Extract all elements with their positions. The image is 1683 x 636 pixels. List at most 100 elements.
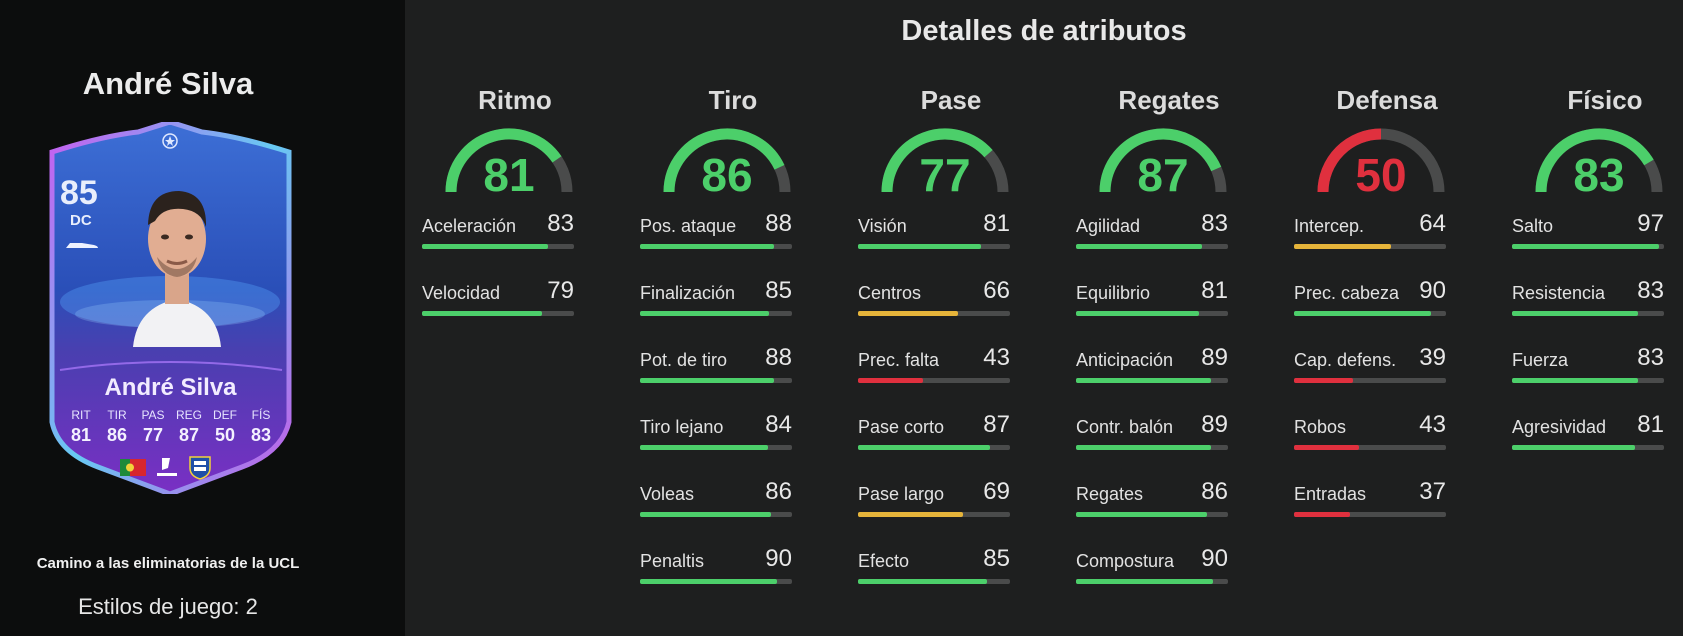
attribute-bar-fill xyxy=(1076,445,1212,450)
attribute-row[interactable]: Anticipación 89 xyxy=(1076,338,1228,405)
attribute-row[interactable]: Agresividad 81 xyxy=(1512,405,1664,472)
attribute-value: 86 xyxy=(1201,478,1228,505)
attribute-name: Intercep. xyxy=(1294,216,1365,236)
attribute-row[interactable]: Pase corto 87 xyxy=(858,405,1010,472)
attribute-value: 37 xyxy=(1419,478,1446,505)
attribute-row[interactable]: Prec. falta 43 xyxy=(858,338,1010,405)
attribute-name: Robos xyxy=(1294,417,1347,437)
attribute-value: 88 xyxy=(765,344,792,371)
attribute-bar xyxy=(858,579,1010,584)
attribute-row[interactable]: Voleas 86 xyxy=(640,472,792,539)
attribute-name: Finalización xyxy=(640,283,736,303)
attribute-bar-fill xyxy=(1294,378,1354,383)
attribute-bar xyxy=(858,244,1010,249)
group-name: Defensa xyxy=(1336,85,1438,115)
group-name: Físico xyxy=(1567,85,1643,115)
boot-icon xyxy=(66,243,98,248)
attribute-row[interactable]: Entradas 37 xyxy=(1294,472,1446,539)
attribute-row[interactable]: Pot. de tiro 88 xyxy=(640,338,792,405)
card-badges xyxy=(120,454,212,480)
attribute-name: Regates xyxy=(1076,484,1144,504)
playstyles-count[interactable]: Estilos de juego: 2 xyxy=(78,594,258,619)
attribute-value: 64 xyxy=(1419,210,1446,237)
card-stat-value: 50 xyxy=(214,425,236,445)
player-panel: André Silva xyxy=(0,0,405,636)
attribute-name: Compostura xyxy=(1076,551,1175,571)
attribute-row[interactable]: Efecto 85 xyxy=(858,539,1010,606)
attribute-bar-fill xyxy=(640,512,771,517)
attribute-bar xyxy=(1294,512,1446,517)
attribute-value: 85 xyxy=(765,277,792,304)
attribute-name: Contr. balón xyxy=(1076,417,1174,437)
attribute-name: Efecto xyxy=(858,551,910,571)
attribute-row[interactable]: Pase largo 69 xyxy=(858,472,1010,539)
attr-list: Salto 97 Resistencia 83 Fuerza 83 Agresividad 8… xyxy=(1512,204,1664,472)
attribute-bar-fill xyxy=(858,378,924,383)
player-card[interactable]: 85 DC André Silva RIT TIR PAS REG DEF FÍ… xyxy=(42,122,299,494)
gauge-arc xyxy=(1317,128,1445,193)
attribute-bar-fill xyxy=(422,311,543,316)
group-name: Regates xyxy=(1118,85,1220,115)
attribute-bar xyxy=(640,244,792,249)
attribute-name: Cap. defens. xyxy=(1294,350,1397,370)
attribute-row[interactable]: Equilibrio 81 xyxy=(1076,271,1228,338)
portugal-flag-icon xyxy=(120,458,146,476)
attribute-name: Pase corto xyxy=(858,417,945,437)
attribute-row[interactable]: Penaltis 90 xyxy=(640,539,792,606)
attribute-row[interactable]: Intercep. 64 xyxy=(1294,204,1446,271)
gauge-fill xyxy=(1317,128,1382,193)
attribute-row[interactable]: Cap. defens. 39 xyxy=(1294,338,1446,405)
attribute-value: 39 xyxy=(1419,344,1446,371)
attribute-row[interactable]: Centros 66 xyxy=(858,271,1010,338)
attribute-name: Prec. falta xyxy=(858,350,940,370)
attribute-name: Anticipación xyxy=(1076,350,1174,370)
attribute-bar-fill xyxy=(640,579,777,584)
group-gauge: 81 xyxy=(444,124,574,201)
gauge-fill xyxy=(445,128,562,193)
attr-group-regates: Regates 87 Agilidad 83 Equilibrio 81 Anticip… xyxy=(1076,85,1256,606)
attribute-value: 87 xyxy=(983,411,1010,438)
attribute-row[interactable]: Robos 43 xyxy=(1294,405,1446,472)
attribute-row[interactable]: Velocidad 79 xyxy=(422,271,574,338)
attribute-bar xyxy=(1294,378,1446,383)
attribute-bar xyxy=(1294,244,1446,249)
attribute-row[interactable]: Pos. ataque 88 xyxy=(640,204,792,271)
attribute-row[interactable]: Tiro lejano 84 xyxy=(640,405,792,472)
attribute-row[interactable]: Prec. cabeza 90 xyxy=(1294,271,1446,338)
attribute-row[interactable]: Agilidad 83 xyxy=(1076,204,1228,271)
attribute-value: 90 xyxy=(1419,277,1446,304)
attr-list: Aceleración 83 Velocidad 79 xyxy=(422,204,574,338)
attribute-bar-fill xyxy=(1076,244,1203,249)
attribute-row[interactable]: Aceleración 83 xyxy=(422,204,574,271)
attribute-bar xyxy=(1512,445,1664,450)
attribute-bar-fill xyxy=(1076,512,1207,517)
attribute-row[interactable]: Contr. balón 89 xyxy=(1076,405,1228,472)
attribute-bar xyxy=(422,311,574,316)
attribute-row[interactable]: Fuerza 83 xyxy=(1512,338,1664,405)
attribute-bar-fill xyxy=(1512,445,1636,450)
attribute-bar xyxy=(1076,512,1228,517)
attribute-bar-fill xyxy=(1512,378,1639,383)
attribute-bar-fill xyxy=(640,244,774,249)
attribute-name: Centros xyxy=(858,283,922,303)
card-stat-label: DEF xyxy=(213,408,237,422)
attribute-bar xyxy=(1076,579,1228,584)
attribute-bar xyxy=(1512,244,1664,249)
attribute-row[interactable]: Resistencia 83 xyxy=(1512,271,1664,338)
ucl-star-icon xyxy=(162,133,178,149)
card-stat-value: 87 xyxy=(178,425,200,445)
attribute-row[interactable]: Compostura 90 xyxy=(1076,539,1228,606)
group-value: 77 xyxy=(919,149,971,201)
attribute-value: 43 xyxy=(983,344,1010,371)
gauge-arc xyxy=(1535,128,1663,193)
attribute-row[interactable]: Salto 97 xyxy=(1512,204,1664,271)
attribute-row[interactable]: Finalización 85 xyxy=(640,271,792,338)
attribute-value: 66 xyxy=(983,277,1010,304)
attribute-bar-fill xyxy=(1076,378,1212,383)
attribute-row[interactable]: Regates 86 xyxy=(1076,472,1228,539)
attribute-value: 83 xyxy=(1637,277,1664,304)
attribute-row[interactable]: Visión 81 xyxy=(858,204,1010,271)
group-name: Tiro xyxy=(708,85,758,115)
attribute-bar xyxy=(640,311,792,316)
attribute-name: Agresividad xyxy=(1512,417,1607,437)
